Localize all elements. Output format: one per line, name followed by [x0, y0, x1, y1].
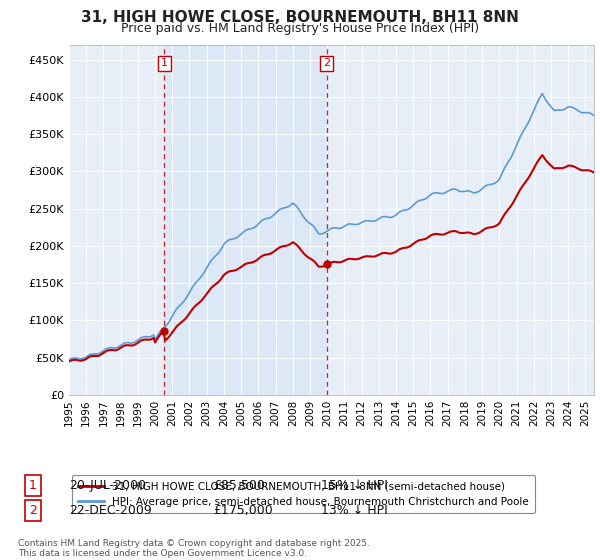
Text: 2: 2 — [323, 58, 330, 68]
Legend: 31, HIGH HOWE CLOSE, BOURNEMOUTH, BH11 8NN (semi-detached house), HPI: Average p: 31, HIGH HOWE CLOSE, BOURNEMOUTH, BH11 8… — [71, 475, 535, 513]
Text: Price paid vs. HM Land Registry's House Price Index (HPI): Price paid vs. HM Land Registry's House … — [121, 22, 479, 35]
Text: 31, HIGH HOWE CLOSE, BOURNEMOUTH, BH11 8NN: 31, HIGH HOWE CLOSE, BOURNEMOUTH, BH11 8… — [81, 10, 519, 25]
Point — [322, 260, 331, 269]
Text: Contains HM Land Registry data © Crown copyright and database right 2025.
This d: Contains HM Land Registry data © Crown c… — [18, 539, 370, 558]
Text: 1: 1 — [29, 479, 37, 492]
Text: 22-DEC-2009: 22-DEC-2009 — [69, 504, 152, 517]
Text: 13% ↓ HPI: 13% ↓ HPI — [321, 504, 388, 517]
Text: 15% ↓ HPI: 15% ↓ HPI — [321, 479, 388, 492]
Text: 20-JUL-2000: 20-JUL-2000 — [69, 479, 146, 492]
Point — [160, 326, 169, 335]
Text: £175,000: £175,000 — [213, 504, 273, 517]
Text: £85,500: £85,500 — [213, 479, 265, 492]
Bar — [164, 45, 326, 395]
Text: 1: 1 — [161, 58, 168, 68]
Text: 2: 2 — [29, 504, 37, 517]
